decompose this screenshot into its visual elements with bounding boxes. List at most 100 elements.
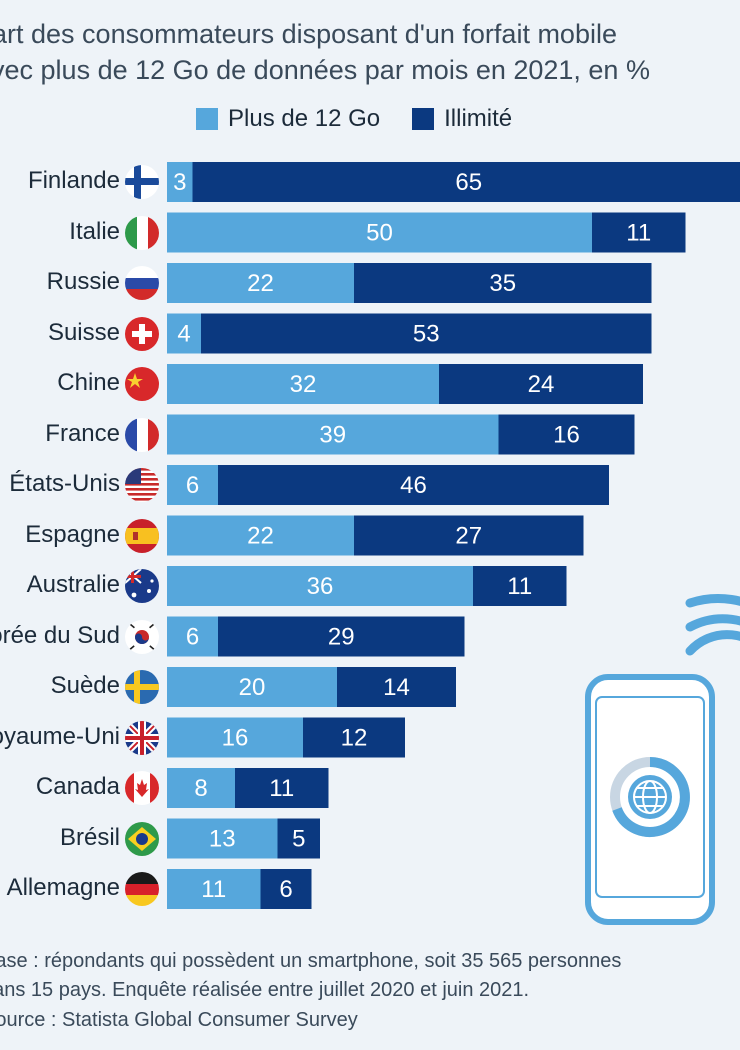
bar-coree-du-sud-plus12: [167, 616, 218, 657]
flag-finlande-icon: [125, 165, 159, 199]
category-label-chine: Chine: [57, 369, 120, 396]
flag-france-icon: [125, 417, 159, 452]
category-label-coree-du-sud: Corée du Sud: [0, 621, 120, 649]
footnote-base-1: Base : répondants qui possèdent un smart…: [0, 950, 622, 972]
progress-ring-fill: [612, 757, 690, 837]
category-label-allemagne: Allemagne: [6, 874, 120, 901]
data-label-etats-unis-plus12: 6: [186, 472, 199, 499]
bar-australie-plus12: [167, 566, 473, 606]
data-label-etats-unis-illimite: 46: [400, 472, 427, 499]
legend-label-illimite: Illimité: [444, 105, 513, 132]
chart-title-line-2: avec plus de 12 Go de données par mois e…: [0, 55, 650, 85]
category-label-finlande: Finlande: [27, 167, 120, 194]
chart-legend: Plus de 12 Go Illimité: [196, 105, 544, 133]
wifi-signal-icon: [685, 594, 740, 656]
category-label-suisse: Suisse: [47, 318, 120, 346]
data-label-canada-illimite: 11: [269, 775, 294, 802]
category-label-espagne: Espagne: [25, 520, 120, 548]
category-label-royaume-uni: Royaume-Uni: [0, 722, 120, 750]
data-label-finlande-illimite: 65: [455, 169, 482, 196]
category-label-canada: Canada: [35, 773, 120, 800]
flag-italie-icon: [125, 215, 159, 250]
data-label-allemagne-plus12: 11: [201, 876, 226, 903]
bar-suede-plus12: [167, 667, 337, 707]
footnote-source: Source : Statista Global Consumer Survey: [0, 1009, 358, 1031]
bar-royaume-uni-plus12: [167, 717, 303, 758]
bar-royaume-uni-illimite: [303, 717, 405, 758]
flag-chine-icon: [125, 367, 159, 401]
flag-coree-du-sud-icon: [125, 619, 159, 654]
data-label-bresil-plus12: 13: [209, 826, 236, 853]
bar-russie-plus12: [167, 263, 354, 303]
data-label-finlande-plus12: 3: [173, 169, 186, 196]
bar-finlande-illimite: [192, 162, 740, 202]
data-label-coree-du-sud-illimite: 29: [328, 624, 355, 651]
flag-etats-unis-icon: [125, 468, 159, 502]
bar-canada-plus12: [167, 768, 235, 808]
bar-allemagne-illimite: [260, 869, 312, 909]
category-label-italie: Italie: [69, 217, 120, 245]
flag-australie-icon: [125, 569, 159, 603]
bar-france-plus12: [167, 414, 499, 455]
flag-suede-icon: [125, 670, 159, 704]
bar-suisse-plus12: [167, 313, 201, 354]
bar-etats-unis-plus12: [167, 465, 218, 505]
bar-chine-plus12: [167, 364, 439, 404]
bar-espagne-illimite: [354, 515, 584, 556]
legend-item-plus12: Plus de 12 Go: [196, 105, 380, 133]
data-label-espagne-illimite: 27: [455, 523, 482, 550]
bar-suede-illimite: [337, 667, 456, 707]
data-label-chine-illimite: 24: [528, 371, 555, 398]
bar-finlande-plus12: [167, 162, 193, 202]
bar-espagne-plus12: [167, 515, 354, 556]
data-label-russie-illimite: 35: [489, 270, 516, 297]
bar-italie-plus12: [167, 212, 592, 253]
bar-allemagne-plus12: [167, 869, 261, 909]
phone-illustration: [585, 594, 740, 925]
data-label-australie-illimite: 11: [507, 573, 532, 600]
category-label-australie: Australie: [26, 571, 120, 598]
bar-bresil-illimite: [277, 818, 320, 859]
data-label-russie-plus12: 22: [247, 270, 274, 297]
data-label-chine-plus12: 32: [290, 371, 317, 398]
category-label-etats-unis: États-Unis: [9, 470, 120, 497]
data-label-canada-plus12: 8: [194, 775, 207, 802]
bar-etats-unis-illimite: [218, 465, 609, 505]
bar-italie-illimite: [592, 212, 686, 253]
data-label-espagne-plus12: 22: [247, 523, 274, 550]
bar-chine-illimite: [439, 364, 643, 404]
flag-allemagne-icon: [125, 872, 159, 906]
flag-russie-icon: [125, 266, 159, 300]
data-label-royaume-uni-illimite: 12: [341, 725, 368, 752]
data-label-italie-plus12: 50: [366, 220, 393, 247]
data-label-italie-illimite: 11: [626, 220, 651, 247]
data-label-bresil-illimite: 5: [292, 826, 305, 853]
data-label-suisse-plus12: 4: [177, 321, 190, 348]
category-label-russie: Russie: [46, 268, 120, 295]
flag-bresil-icon: [125, 821, 159, 856]
flag-canada-icon: [125, 771, 159, 805]
bar-bresil-plus12: [167, 818, 278, 859]
data-label-allemagne-illimite: 6: [279, 876, 292, 903]
chart-title-line-1: Part des consommateurs disposant d'un fo…: [0, 19, 617, 49]
category-label-bresil: Brésil: [59, 823, 120, 851]
bar-coree-du-sud-illimite: [218, 616, 465, 657]
data-label-suede-plus12: 20: [239, 674, 266, 701]
data-label-france-illimite: 16: [553, 422, 580, 449]
bar-suisse-illimite: [201, 313, 652, 354]
data-label-france-plus12: 39: [319, 422, 346, 449]
category-label-france: France: [45, 419, 120, 447]
legend-swatch-plus12: [196, 108, 218, 130]
globe-icon: [628, 775, 672, 819]
legend-label-plus12: Plus de 12 Go: [228, 105, 381, 132]
legend-item-illimite: Illimité: [412, 105, 512, 133]
legend-swatch-illimite: [412, 108, 435, 130]
data-label-australie-plus12: 36: [307, 573, 334, 600]
category-label-suede: Suède: [50, 672, 120, 699]
data-label-suede-illimite: 14: [383, 674, 410, 701]
bar-australie-illimite: [473, 566, 567, 606]
bar-russie-illimite: [354, 263, 652, 303]
footnote-base-2: dans 15 pays. Enquête réalisée entre jui…: [0, 979, 530, 1001]
flag-suisse-icon: [125, 316, 159, 351]
data-label-coree-du-sud-plus12: 6: [186, 624, 199, 651]
